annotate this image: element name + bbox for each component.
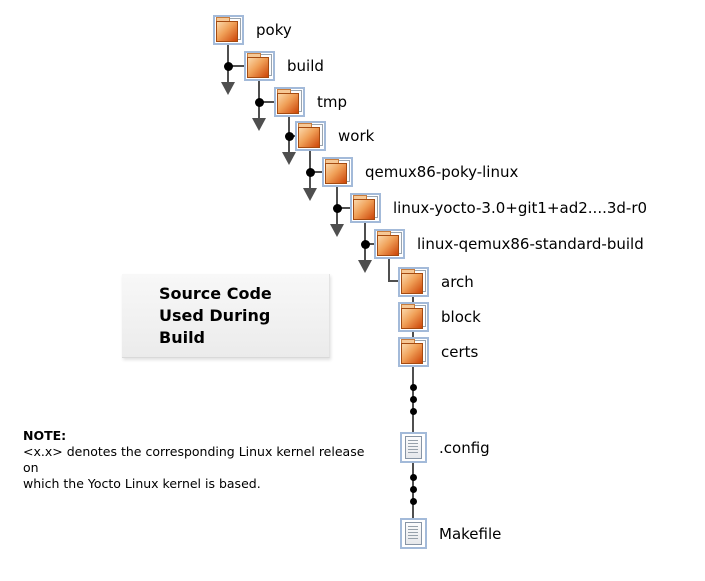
folder-icon xyxy=(213,15,244,45)
connector-line xyxy=(388,280,399,282)
tree-node-qemux86-poky-linux: qemux86-poky-linux xyxy=(322,157,518,187)
arrow-down-icon xyxy=(330,224,344,237)
ellipsis-dot xyxy=(410,498,417,505)
note-block: NOTE: <x.x> denotes the corresponding Li… xyxy=(23,428,383,492)
tree-node-certs: certs xyxy=(398,337,478,367)
folder-icon xyxy=(350,193,381,223)
tree-node-label: qemux86-poky-linux xyxy=(365,163,519,181)
tree-node-arch: arch xyxy=(398,267,474,297)
tree-node-label: Makefile xyxy=(439,524,502,543)
folder-icon xyxy=(322,157,353,187)
caption-box: Source Code Used During Build xyxy=(122,274,330,358)
ellipsis-dot xyxy=(410,408,417,415)
folder-icon xyxy=(244,51,275,81)
note-body-line: which the Yocto Linux kernel is based. xyxy=(23,476,261,491)
connector-line xyxy=(310,171,322,173)
arrow-down-icon xyxy=(282,152,296,165)
caption-line: Used During xyxy=(159,306,271,325)
folder-icon xyxy=(398,302,429,332)
connector-line xyxy=(412,332,414,338)
caption-line: Source Code xyxy=(159,284,272,303)
branch-dot xyxy=(255,98,264,107)
tree-node-label: arch xyxy=(441,273,474,291)
connector-line xyxy=(388,259,390,282)
tree-node-block: block xyxy=(398,302,481,332)
folder-icon xyxy=(398,267,429,297)
folder-icon xyxy=(374,229,405,259)
branch-dot xyxy=(361,240,370,249)
tree-node-build: build xyxy=(244,51,324,81)
ellipsis-dot xyxy=(410,474,417,481)
ellipsis-dot xyxy=(410,384,417,391)
tree-node-config: .config xyxy=(400,432,490,463)
tree-node-label: .config xyxy=(439,438,490,457)
connector-line xyxy=(337,207,350,209)
tree-node-linux-yocto: linux-yocto-3.0+git1+ad2....3d-r0 xyxy=(350,193,647,223)
tree-node-makefile: Makefile xyxy=(400,518,501,549)
folder-icon xyxy=(295,121,326,151)
caption-line: Build xyxy=(159,328,206,347)
tree-node-label: build xyxy=(287,57,324,75)
document-icon xyxy=(400,432,427,463)
branch-dot xyxy=(285,132,294,141)
branch-dot xyxy=(306,168,315,177)
branch-dot xyxy=(224,62,233,71)
folder-icon xyxy=(274,87,305,117)
note-heading: NOTE: xyxy=(23,428,67,443)
tree-node-label: certs xyxy=(441,343,479,361)
tree-node-work: work xyxy=(295,121,374,151)
connector-line xyxy=(228,65,244,67)
arrow-down-icon xyxy=(221,82,235,95)
tree-node-tmp: tmp xyxy=(274,87,347,117)
connector-line xyxy=(412,297,414,303)
ellipsis-dot xyxy=(410,396,417,403)
connector-line xyxy=(259,101,274,103)
arrow-down-icon xyxy=(252,118,266,131)
tree-node-label: block xyxy=(441,308,481,326)
tree-node-label: tmp xyxy=(317,93,348,111)
document-icon xyxy=(400,518,427,549)
tree-node-label: linux-qemux86-standard-build xyxy=(417,235,644,253)
tree-node-label: linux-yocto-3.0+git1+ad2....3d-r0 xyxy=(393,199,648,217)
arrow-down-icon xyxy=(303,188,317,201)
note-body-line: <x.x> denotes the corresponding Linux ke… xyxy=(23,444,365,475)
arrow-down-icon xyxy=(358,260,372,273)
ellipsis-dot xyxy=(410,486,417,493)
tree-node-poky: poky xyxy=(213,15,292,45)
tree-node-linux-qemux86-standard-build: linux-qemux86-standard-build xyxy=(374,229,644,259)
branch-dot xyxy=(333,204,342,213)
tree-node-label: poky xyxy=(256,21,292,39)
folder-icon xyxy=(398,337,429,367)
tree-node-label: work xyxy=(338,127,375,145)
